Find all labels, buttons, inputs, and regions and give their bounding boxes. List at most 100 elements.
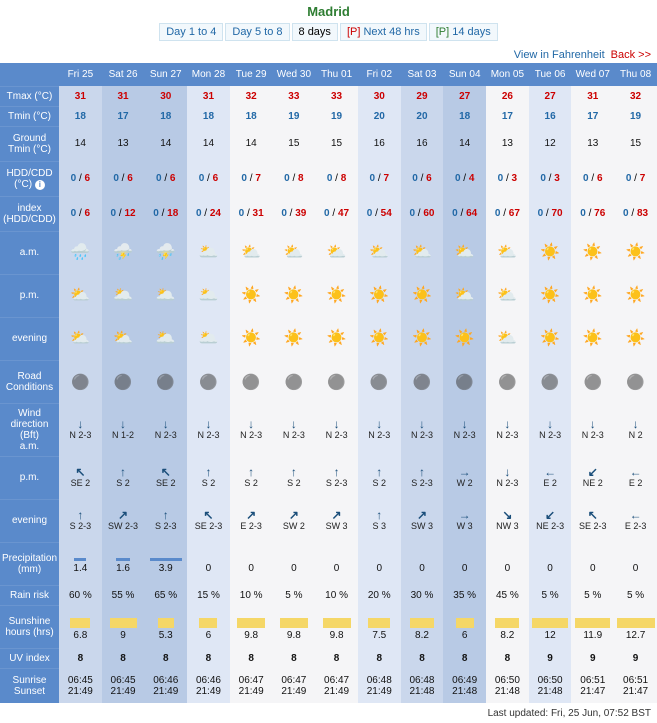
- data-cell: 0 / 6: [59, 196, 102, 231]
- road-icon: ⚫: [455, 374, 474, 391]
- data-cell: 🌧️: [59, 231, 102, 274]
- data-cell: 0 / 6: [187, 161, 230, 196]
- weather-icon: ☀️: [583, 287, 603, 304]
- data-cell: 8: [230, 648, 273, 668]
- data-cell: ↓N 2: [614, 403, 657, 456]
- data-cell: ↑S 2-3: [144, 499, 187, 542]
- data-cell: 14: [443, 126, 486, 161]
- data-cell: 0: [529, 542, 572, 585]
- road-icon: ⚫: [285, 374, 304, 391]
- day-header: Thu 01: [315, 63, 358, 86]
- road-icon: ⚫: [71, 374, 90, 391]
- data-cell: 0 / 7: [230, 161, 273, 196]
- data-cell: 31: [102, 86, 145, 106]
- info-icon[interactable]: i: [35, 180, 45, 190]
- data-cell: 0 / 31: [230, 196, 273, 231]
- row-label: evening: [0, 317, 59, 360]
- data-cell: ↓N 2-3: [401, 403, 444, 456]
- data-cell: ↗SW 2: [273, 499, 316, 542]
- data-cell: ⛅: [443, 231, 486, 274]
- row-label: p.m.: [0, 456, 59, 499]
- nav-button[interactable]: Day 5 to 8: [225, 23, 289, 41]
- data-cell: 0: [486, 542, 529, 585]
- data-cell: 0 / 47: [315, 196, 358, 231]
- view-fahrenheit-link[interactable]: View in Fahrenheit: [514, 49, 605, 61]
- weather-icon: ☀️: [327, 330, 347, 347]
- data-cell: 06:4621:49: [187, 668, 230, 703]
- data-cell: ⚫: [571, 360, 614, 403]
- road-icon: ⚫: [199, 374, 218, 391]
- data-cell: 0 / 8: [273, 161, 316, 196]
- data-cell: 06:4821:48: [401, 668, 444, 703]
- data-cell: 17: [102, 106, 145, 126]
- day-header: Wed 07: [571, 63, 614, 86]
- data-cell: 16: [529, 106, 572, 126]
- weather-icon: 🌧️: [70, 244, 90, 261]
- day-header: Sun 04: [443, 63, 486, 86]
- data-cell: 0 / 12: [102, 196, 145, 231]
- data-cell: 0 / 6: [144, 161, 187, 196]
- back-link[interactable]: Back >>: [611, 49, 651, 61]
- nav-button[interactable]: Day 1 to 4: [159, 23, 223, 41]
- day-header: Fri 25: [59, 63, 102, 86]
- weather-icon: ☀️: [412, 330, 432, 347]
- data-cell: 06:4621:49: [144, 668, 187, 703]
- weather-icon: ☀️: [583, 244, 603, 261]
- data-cell: 60 %: [59, 585, 102, 605]
- data-cell: ⛅: [59, 274, 102, 317]
- data-cell: 19: [614, 106, 657, 126]
- last-updated: Last updated: Fri, 25 Jun, 07:52 BST: [0, 704, 657, 723]
- data-cell: 🌥️: [144, 317, 187, 360]
- top-bar: View in Fahrenheit Back >>: [0, 47, 657, 63]
- data-cell: 06:4521:49: [59, 668, 102, 703]
- data-cell: 0 / 67: [486, 196, 529, 231]
- data-cell: ↑S 2: [358, 456, 401, 499]
- weather-icon: ☀️: [369, 287, 389, 304]
- data-cell: 5 %: [571, 585, 614, 605]
- data-cell: 9: [571, 648, 614, 668]
- weather-icon: ☀️: [241, 330, 261, 347]
- data-cell: ☀️: [358, 317, 401, 360]
- data-cell: 9: [102, 605, 145, 648]
- data-cell: ←E 2: [529, 456, 572, 499]
- data-cell: 7.5: [358, 605, 401, 648]
- nav-button[interactable]: [P] Next 48 hrs: [340, 23, 427, 41]
- data-cell: ↑S 2: [187, 456, 230, 499]
- data-cell: ⛅: [273, 231, 316, 274]
- data-cell: 8: [358, 648, 401, 668]
- weather-icon: ☀️: [284, 287, 304, 304]
- row-label: Sunrise Sunset: [0, 668, 59, 703]
- weather-icon: ☀️: [540, 287, 560, 304]
- data-cell: 0 / 64: [443, 196, 486, 231]
- row-label: Tmax (°C): [0, 86, 59, 106]
- data-cell: 10 %: [315, 585, 358, 605]
- weather-icon: ⛅: [70, 330, 90, 347]
- data-cell: ↙NE 2-3: [529, 499, 572, 542]
- data-cell: ↘NW 3: [486, 499, 529, 542]
- nav-button[interactable]: 8 days: [292, 23, 338, 41]
- data-cell: 0: [230, 542, 273, 585]
- data-cell: 31: [59, 86, 102, 106]
- day-header: Sat 26: [102, 63, 145, 86]
- row-label: Sunshine hours (hrs): [0, 605, 59, 648]
- weather-icon: 🌥️: [199, 244, 219, 261]
- data-cell: →W 3: [443, 499, 486, 542]
- row-label: p.m.: [0, 274, 59, 317]
- nav-button[interactable]: [P] 14 days: [429, 23, 498, 41]
- corner-cell: [0, 63, 59, 86]
- data-cell: 0 / 83: [614, 196, 657, 231]
- data-cell: 6.8: [59, 605, 102, 648]
- data-cell: 0 / 18: [144, 196, 187, 231]
- row-label: Rain risk: [0, 585, 59, 605]
- road-icon: ⚫: [413, 374, 432, 391]
- data-cell: 0 / 4: [443, 161, 486, 196]
- data-cell: 06:5021:48: [529, 668, 572, 703]
- data-cell: 32: [230, 86, 273, 106]
- road-icon: ⚫: [498, 374, 517, 391]
- data-cell: 🌥️: [144, 274, 187, 317]
- data-cell: ↓N 1-2: [102, 403, 145, 456]
- data-cell: 33: [315, 86, 358, 106]
- data-cell: 0 / 76: [571, 196, 614, 231]
- weather-icon: 🌥️: [199, 287, 219, 304]
- data-cell: 12.7: [614, 605, 657, 648]
